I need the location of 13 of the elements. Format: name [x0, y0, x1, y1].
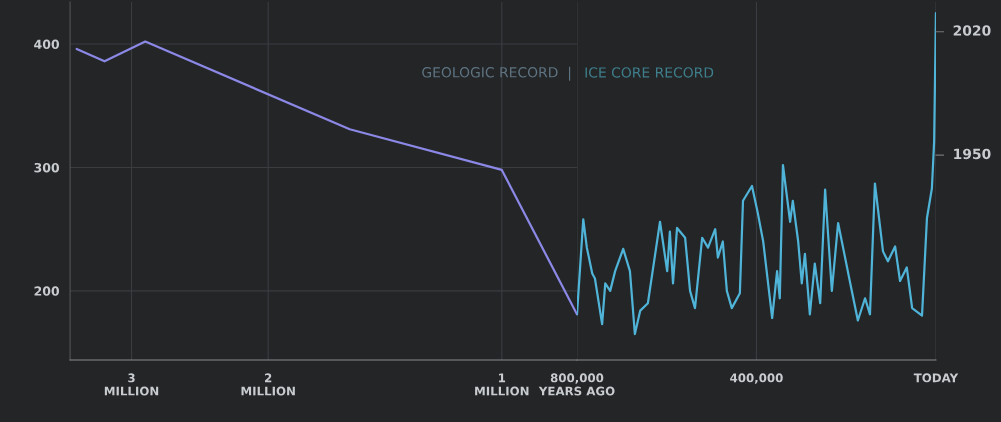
x-tick-label: 1 MILLION [475, 373, 529, 396]
x-tick-label: TODAY [913, 373, 959, 383]
x-tick-label: 800,000 YEARS AGO [538, 373, 615, 396]
y-tick-label: 200 [34, 286, 60, 296]
annotation: 1950 [954, 148, 991, 160]
y-tick-label: 400 [34, 39, 60, 49]
annotation: GEOLOGIC RECORD | [422, 66, 571, 81]
annotation: ICE CORE RECORD [585, 67, 714, 78]
x-tick-label: 2 MILLION [241, 373, 295, 396]
x-tick-label: 3 MILLION [104, 373, 159, 396]
x-tick-label: 400,000 [730, 373, 783, 384]
annotation: 2020 [953, 25, 991, 36]
y-tick-label: 300 [34, 162, 60, 173]
